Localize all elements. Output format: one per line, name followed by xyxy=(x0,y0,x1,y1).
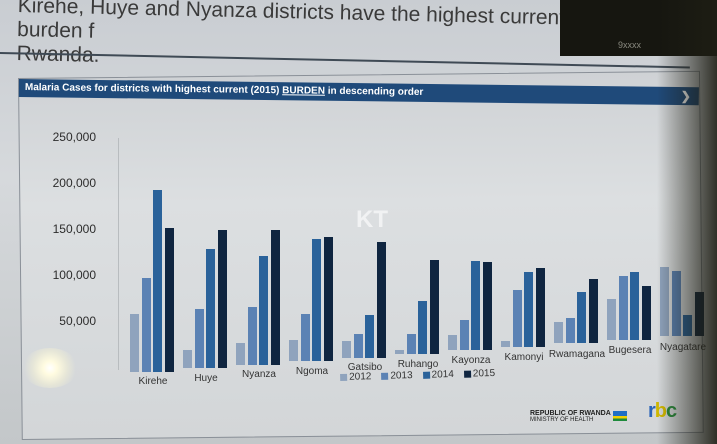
bar-group-kamonyi xyxy=(501,117,547,347)
bar-2014 xyxy=(524,272,533,347)
legend-label: 2012 xyxy=(348,371,372,383)
ministry-line-1: REPUBLIC OF RWANDA xyxy=(530,410,611,417)
bar-2014 xyxy=(577,291,586,344)
x-tick-label: Kayonza xyxy=(451,355,491,367)
y-axis: 50,000 100,000 150,000 200,000 250,000 xyxy=(0,0,110,328)
bar-2015 xyxy=(270,230,280,365)
bar-2015 xyxy=(323,237,333,362)
bar-2015 xyxy=(535,268,545,347)
bar-2012 xyxy=(236,343,245,365)
bar-group-rwamagana xyxy=(554,113,600,344)
y-tick-label: 50,000 xyxy=(59,314,96,328)
x-tick-label: Ruhango xyxy=(397,358,439,370)
y-axis-line xyxy=(118,138,119,370)
bar-2012 xyxy=(289,339,298,362)
legend-item-2014: 2014 xyxy=(422,369,454,381)
bar-2013 xyxy=(300,314,310,362)
bar-group-ngoma xyxy=(289,131,335,362)
bar-group-kirehe xyxy=(130,142,176,372)
legend-item-2012: 2012 xyxy=(340,371,372,383)
bar-2015 xyxy=(588,279,598,344)
bar-2015 xyxy=(164,228,174,372)
legend-swatch-icon xyxy=(422,371,430,379)
bar-group-kayonza xyxy=(448,120,494,351)
watermark: KT xyxy=(356,206,388,233)
bar-2015 xyxy=(429,259,439,354)
x-tick-label: Ngoma xyxy=(295,365,329,377)
rwanda-flag-icon xyxy=(613,411,627,421)
bar-2013 xyxy=(353,333,363,358)
bar-chart-plot xyxy=(118,142,704,372)
screen-edge-shadow xyxy=(657,0,717,444)
chart-title-banner: Malaria Cases for districts with highest… xyxy=(18,78,699,106)
bar-2014 xyxy=(153,189,162,372)
legend-item-2015: 2015 xyxy=(463,367,496,380)
bar-2014 xyxy=(630,272,639,340)
bar-2012 xyxy=(395,349,404,354)
bar-2013 xyxy=(406,334,416,354)
bar-2015 xyxy=(641,285,651,340)
bar-group-bugesera xyxy=(607,110,653,340)
x-tick-label: Gatsibo xyxy=(347,362,383,374)
legend-swatch-icon xyxy=(340,373,348,381)
x-tick-label: Kamonyi xyxy=(504,352,544,364)
legend-item-2013: 2013 xyxy=(381,370,413,382)
y-tick-label: 100,000 xyxy=(52,268,96,282)
legend-label: 2015 xyxy=(472,367,496,380)
legend-label: 2014 xyxy=(431,369,454,381)
bar-2013 xyxy=(194,308,204,369)
y-tick-label: 250,000 xyxy=(52,130,96,144)
bar-2013 xyxy=(512,290,522,347)
bar-2014 xyxy=(312,238,321,362)
x-tick-label: Huye xyxy=(194,372,218,384)
bar-2015 xyxy=(482,262,492,351)
banner-underlined-word: BURDEN xyxy=(282,85,326,97)
bar-2013 xyxy=(247,306,257,365)
x-tick-label: Bugesera xyxy=(608,345,652,357)
bar-2014 xyxy=(206,248,215,369)
bar-group-ruhango xyxy=(395,124,441,354)
bar-group-nyanza xyxy=(236,135,282,365)
slide-number: 9xxxx xyxy=(618,40,642,50)
legend-label: 2013 xyxy=(390,370,413,382)
y-tick-label: 200,000 xyxy=(52,176,96,190)
bar-2012 xyxy=(501,340,510,347)
light-glare xyxy=(22,348,78,388)
ministry-logo: REPUBLIC OF RWANDA MINISTRY OF HEALTH xyxy=(530,410,611,423)
bar-2014 xyxy=(259,256,268,365)
bar-2012 xyxy=(130,313,139,372)
x-tick-label: Rwamagana xyxy=(548,348,606,360)
bar-2012 xyxy=(342,340,351,358)
bar-2014 xyxy=(471,260,480,351)
bar-group-gatsibo xyxy=(342,128,388,358)
bar-2014 xyxy=(418,300,427,354)
y-tick-label: 150,000 xyxy=(52,222,96,236)
x-tick-label: Kirehe xyxy=(138,376,168,387)
bar-2015 xyxy=(217,229,227,369)
bar-2015 xyxy=(376,242,386,358)
bar-2014 xyxy=(365,314,374,358)
ministry-line-2: MINISTRY OF HEALTH xyxy=(530,417,594,423)
bar-2012 xyxy=(183,349,192,369)
bar-2013 xyxy=(618,276,628,340)
bar-group-huye xyxy=(183,138,229,369)
bar-2013 xyxy=(565,317,575,344)
bar-2012 xyxy=(554,321,563,344)
bar-2013 xyxy=(141,277,151,372)
bar-2013 xyxy=(459,319,469,351)
bar-2012 xyxy=(607,299,616,340)
banner-text-tail: in descending order xyxy=(324,85,424,98)
bar-2012 xyxy=(448,335,457,351)
legend-swatch-icon xyxy=(463,370,471,378)
legend-swatch-icon xyxy=(381,372,389,380)
x-tick-label: Nyanza xyxy=(242,369,276,381)
